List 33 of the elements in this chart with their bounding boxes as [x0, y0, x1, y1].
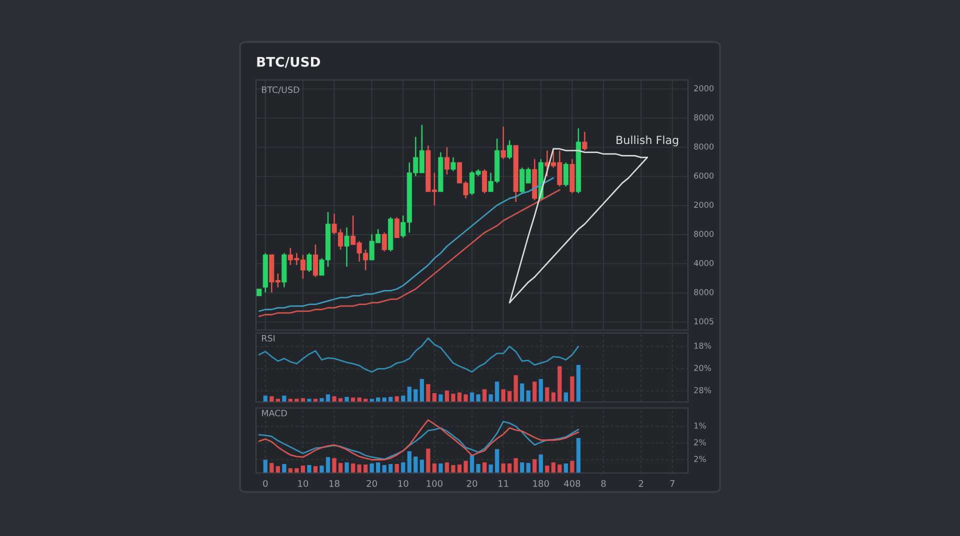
x-tick-label: 8	[601, 480, 606, 487]
x-tick-label: 18	[330, 480, 340, 487]
text: 8000	[694, 289, 714, 296]
text: 20%	[694, 364, 712, 371]
series-label: Bullish Flag	[616, 136, 678, 146]
text: 8000	[694, 114, 714, 120]
x-tick-label: 100	[426, 480, 442, 487]
chart-subtitle: BTC/USD	[262, 86, 300, 94]
text: 1005	[694, 318, 714, 324]
chart-subtitle: RSI	[262, 334, 275, 342]
chart-subtitle: MACD	[262, 410, 287, 416]
x-tick-label: 2	[638, 480, 644, 487]
x-tick-label: 11	[498, 480, 508, 487]
text: 2000	[694, 85, 714, 92]
x-tick-label: 408	[564, 480, 580, 487]
x-tick-label: 10	[398, 480, 408, 487]
x-tick-label: 0	[263, 480, 268, 487]
x-tick-label: 7	[670, 480, 674, 487]
text: 2000	[694, 202, 714, 208]
x-tick-label: 10	[298, 480, 308, 487]
text: 6000	[694, 172, 714, 179]
x-tick-label: 180	[533, 480, 549, 487]
text: 18%	[694, 342, 712, 349]
x-tick-label: 20	[466, 480, 478, 487]
text: 4000	[694, 260, 714, 266]
text: 2%	[694, 456, 706, 462]
text: 28%	[694, 387, 712, 394]
chart-title: BTC/USD	[257, 56, 320, 68]
text: 8000	[694, 143, 714, 150]
text: 1%	[694, 422, 706, 429]
text: 8000	[694, 230, 714, 237]
x-tick-label: 20	[366, 480, 377, 487]
text: 2%	[694, 439, 706, 446]
